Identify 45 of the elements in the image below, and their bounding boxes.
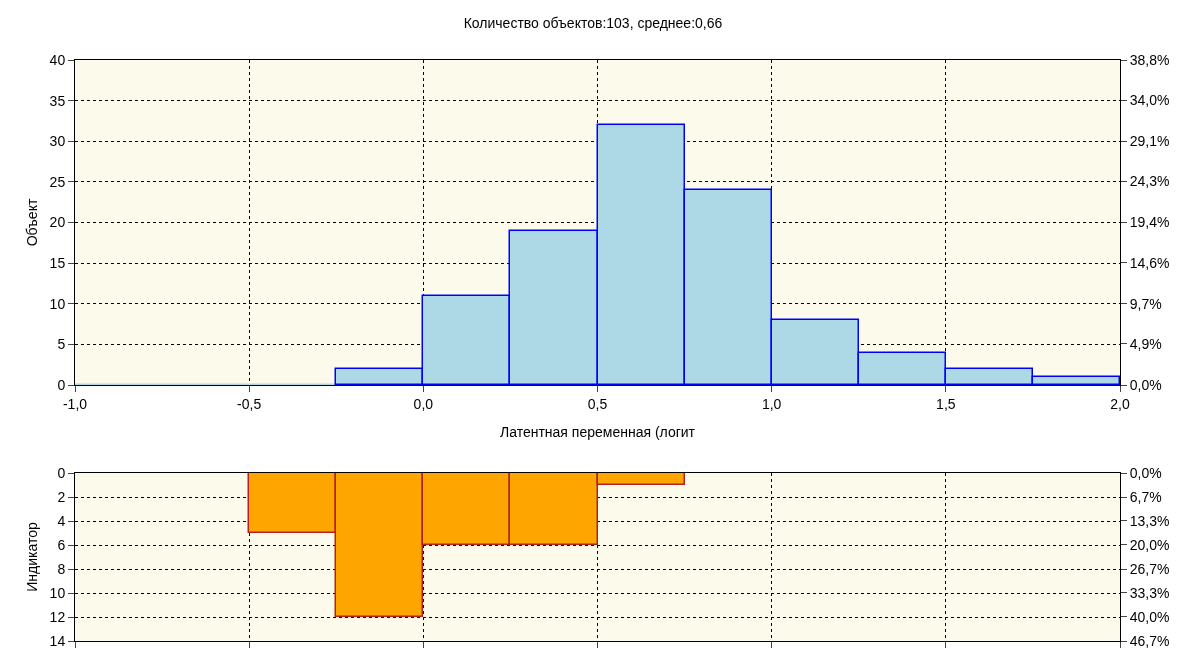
y-tick-label: 5	[57, 336, 66, 353]
x-axis-title: Латентная переменная (логит	[499, 424, 696, 440]
y2-tick-label: 20,0%	[1129, 536, 1170, 553]
x-tick-label: 1,0	[761, 395, 782, 412]
y2-tick-label: 34,0%	[1129, 92, 1170, 109]
y2-tick-label: 40,0%	[1129, 608, 1170, 625]
y-tick-label: 0	[57, 376, 66, 393]
y-tick-label: 35	[49, 92, 66, 109]
y2-tick-label: 46,7%	[1129, 632, 1170, 649]
y-tick-label: 4	[57, 512, 66, 529]
y2-tick-label: 13,3%	[1129, 512, 1170, 529]
chart-title: Количество объектов:103, среднее:0,66	[463, 15, 723, 31]
x-tick-label: -1,0	[62, 395, 88, 412]
y2-tick-label: 38,8%	[1129, 51, 1170, 68]
y2-tick-label: 0,0%	[1129, 376, 1162, 393]
y-tick-label: 8	[57, 560, 66, 577]
y2-tick-label: 19,4%	[1129, 214, 1170, 231]
y-tick-label: 40	[49, 51, 66, 68]
y2-tick-label: 24,3%	[1129, 173, 1170, 190]
y-axis-title: Объект	[24, 198, 40, 247]
y2-tick-label: 0,0%	[1129, 464, 1162, 481]
y-tick-label: 10	[49, 295, 66, 312]
x-tick-label: -0,5	[237, 395, 262, 412]
y-axis-title: Индикатор	[24, 522, 40, 592]
y2-tick-label: 26,7%	[1129, 560, 1170, 577]
x-tick-label: 2,0	[1110, 395, 1130, 412]
y2-tick-label: 14,6%	[1129, 254, 1170, 271]
x-tick-label: 0,5	[587, 395, 608, 412]
y-tick-label: 30	[49, 133, 66, 150]
y-tick-label: 12	[49, 608, 66, 625]
y-tick-label: 2	[57, 488, 66, 505]
y-tick-label: 0	[57, 464, 66, 481]
y2-tick-label: 29,1%	[1129, 133, 1170, 150]
y2-tick-label: 9,7%	[1129, 295, 1162, 312]
y-tick-label: 15	[49, 255, 66, 272]
y-tick-label: 10	[49, 584, 66, 601]
x-tick-label: 1,5	[936, 395, 956, 412]
y2-tick-label: 6,7%	[1129, 489, 1162, 505]
y-tick-label: 25	[49, 173, 66, 190]
x-tick-label: 0,0	[413, 395, 434, 412]
y-tick-label: 6	[57, 536, 66, 553]
y2-tick-label: 33,3%	[1129, 584, 1170, 601]
y-tick-label: 20	[49, 214, 66, 231]
y2-tick-label: 4,9%	[1129, 335, 1162, 352]
y-tick-label: 14	[49, 632, 66, 649]
